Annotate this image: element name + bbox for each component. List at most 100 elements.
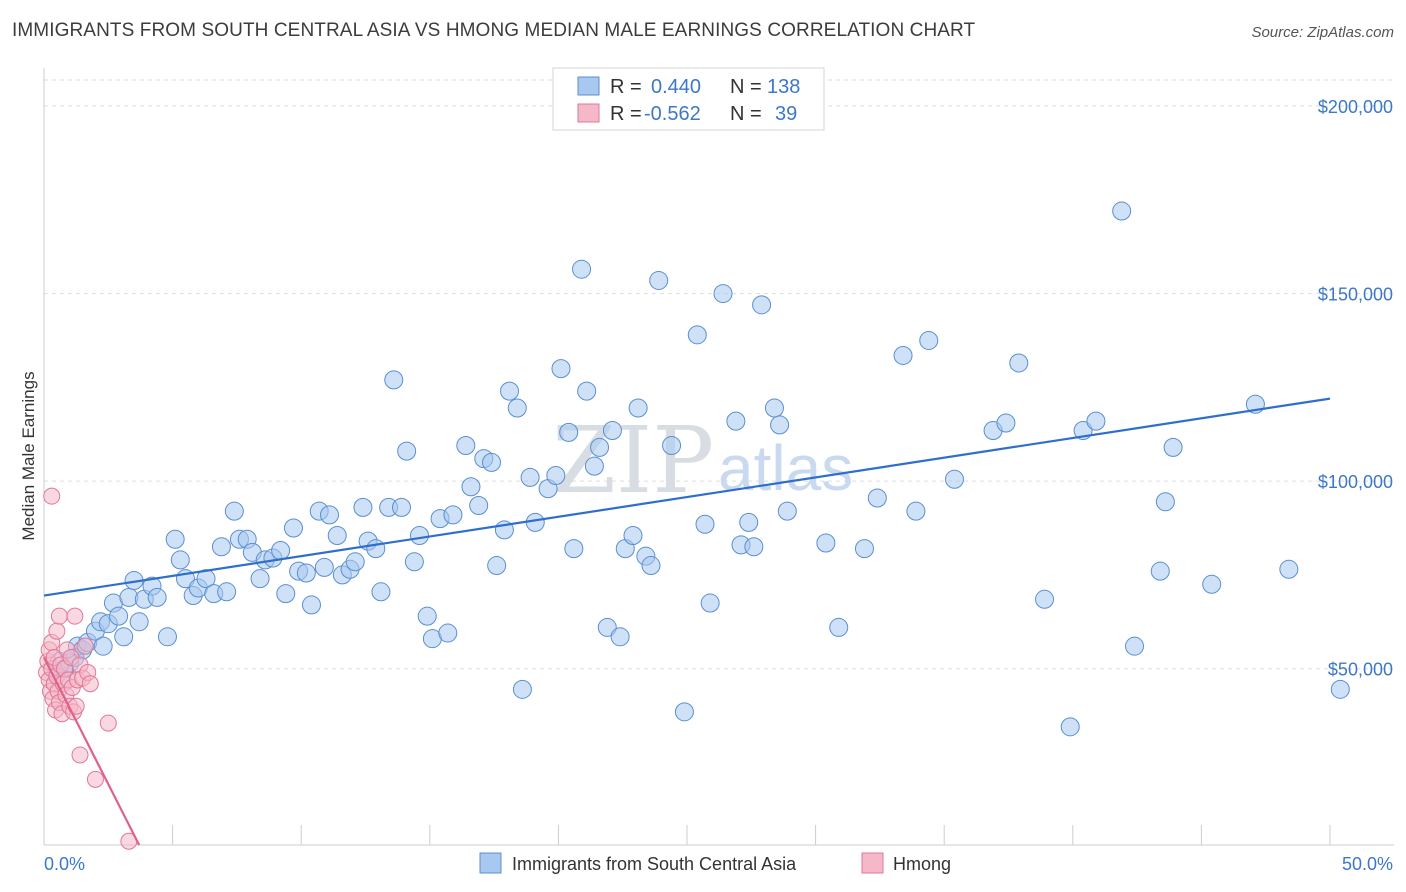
legend-n-label-2: N = bbox=[730, 103, 762, 125]
data-point-immigrants bbox=[610, 627, 630, 647]
y-tick-label: $100,000 bbox=[1318, 472, 1393, 492]
data-point-immigrants bbox=[443, 505, 463, 525]
bottom-legend-label-pink: Hmong bbox=[893, 854, 951, 874]
legend-n-label-1: N = bbox=[730, 76, 762, 98]
data-point-immigrants bbox=[1163, 437, 1183, 457]
x-tick-label: 0.0% bbox=[44, 854, 85, 874]
data-point-immigrants bbox=[482, 452, 502, 472]
data-point-immigrants bbox=[628, 398, 648, 418]
series-immigrants-points bbox=[47, 201, 1350, 737]
data-point-hmong bbox=[99, 714, 117, 732]
y-tick-label: $150,000 bbox=[1318, 285, 1393, 305]
data-point-immigrants bbox=[469, 496, 489, 516]
data-point-immigrants bbox=[114, 627, 134, 647]
data-point-immigrants bbox=[996, 413, 1016, 433]
data-point-immigrants bbox=[109, 606, 129, 626]
data-point-immigrants bbox=[919, 330, 939, 350]
data-point-immigrants bbox=[726, 411, 746, 431]
data-point-immigrants bbox=[366, 539, 386, 559]
data-point-immigrants bbox=[739, 512, 759, 532]
data-point-hmong bbox=[86, 770, 104, 788]
data-point-hmong bbox=[71, 746, 89, 764]
data-point-immigrants bbox=[1202, 574, 1222, 594]
data-point-hmong bbox=[43, 487, 61, 505]
data-point-immigrants bbox=[572, 259, 592, 279]
data-point-immigrants bbox=[1155, 492, 1175, 512]
legend-r-value-2: -0.562 bbox=[644, 103, 701, 125]
data-point-immigrants bbox=[590, 437, 610, 457]
data-point-immigrants bbox=[404, 552, 424, 572]
data-point-immigrants bbox=[327, 526, 347, 546]
data-point-immigrants bbox=[417, 606, 437, 626]
data-point-immigrants bbox=[93, 636, 113, 656]
data-point-immigrants bbox=[397, 441, 417, 461]
data-point-immigrants bbox=[777, 501, 797, 521]
x-tick-labels: 0.0% 50.0% bbox=[44, 854, 1393, 874]
data-point-immigrants bbox=[276, 584, 296, 604]
data-point-immigrants bbox=[770, 415, 790, 435]
data-point-immigrants bbox=[564, 539, 584, 559]
data-point-immigrants bbox=[438, 623, 458, 643]
y-tick-label: $200,000 bbox=[1318, 97, 1393, 117]
y-axis-title: Median Male Earnings bbox=[19, 371, 38, 540]
data-point-immigrants bbox=[345, 552, 365, 572]
data-point-immigrants bbox=[584, 456, 604, 476]
legend-r-label-1: R = bbox=[610, 76, 642, 98]
data-point-immigrants bbox=[224, 501, 244, 521]
data-point-immigrants bbox=[662, 435, 682, 455]
data-point-immigrants bbox=[1035, 589, 1055, 609]
data-point-immigrants bbox=[1125, 636, 1145, 656]
data-point-hmong bbox=[50, 607, 68, 625]
data-point-immigrants bbox=[893, 345, 913, 365]
watermark: ZIP atlas bbox=[552, 407, 853, 514]
data-point-hmong bbox=[76, 637, 94, 655]
x-tick-label: 50.0% bbox=[1342, 854, 1393, 874]
data-point-immigrants bbox=[500, 381, 520, 401]
legend-n-value-2: 39 bbox=[775, 103, 797, 125]
bottom-legend-swatch-blue bbox=[479, 852, 502, 874]
bottom-legend-swatch-pink bbox=[861, 852, 884, 874]
y-tick-label: $50,000 bbox=[1328, 660, 1393, 680]
data-point-immigrants bbox=[1086, 411, 1106, 431]
watermark-atlas: atlas bbox=[718, 432, 853, 504]
axes bbox=[43, 68, 1394, 846]
data-point-immigrants bbox=[211, 537, 231, 557]
data-point-immigrants bbox=[283, 518, 303, 538]
data-point-immigrants bbox=[217, 582, 237, 602]
data-point-immigrants bbox=[250, 569, 270, 589]
data-point-immigrants bbox=[867, 488, 887, 508]
data-point-immigrants bbox=[165, 529, 185, 549]
data-point-immigrants bbox=[384, 370, 404, 390]
data-point-immigrants bbox=[944, 469, 964, 489]
data-point-immigrants bbox=[641, 556, 661, 576]
trend-line-hmong bbox=[43, 656, 141, 846]
data-point-hmong bbox=[66, 607, 84, 625]
watermark-zip: ZIP bbox=[552, 407, 714, 514]
data-point-immigrants bbox=[695, 514, 715, 534]
series-hmong-points bbox=[38, 487, 138, 850]
data-point-immigrants bbox=[129, 612, 149, 632]
data-point-immigrants bbox=[525, 512, 545, 532]
data-point-immigrants bbox=[551, 359, 571, 379]
legend-swatch-blue bbox=[577, 76, 600, 96]
trend-line-immigrants bbox=[43, 397, 1331, 597]
source-label: Source: ZipAtlas.com bbox=[1251, 24, 1394, 41]
data-point-immigrants bbox=[906, 501, 926, 521]
data-point-immigrants bbox=[1279, 559, 1299, 579]
data-point-hmong bbox=[81, 675, 99, 693]
data-point-immigrants bbox=[829, 617, 849, 637]
legend-r-label-2: R = bbox=[610, 103, 642, 125]
legend-r-value-1: 0.440 bbox=[651, 76, 701, 98]
data-point-immigrants bbox=[487, 556, 507, 576]
y-tick-labels: $50,000 $100,000 $150,000 $200,000 bbox=[1318, 97, 1393, 680]
data-point-immigrants bbox=[461, 477, 481, 497]
grid-lines bbox=[44, 79, 1394, 670]
bottom-legend-label-blue: Immigrants from South Central Asia bbox=[512, 854, 797, 874]
data-point-immigrants bbox=[456, 435, 476, 455]
chart-title: IMMIGRANTS FROM SOUTH CENTRAL ASIA VS HM… bbox=[12, 20, 976, 41]
data-point-immigrants bbox=[816, 533, 836, 553]
data-point-immigrants bbox=[353, 497, 373, 517]
data-point-immigrants bbox=[752, 295, 772, 315]
data-point-immigrants bbox=[559, 422, 579, 442]
